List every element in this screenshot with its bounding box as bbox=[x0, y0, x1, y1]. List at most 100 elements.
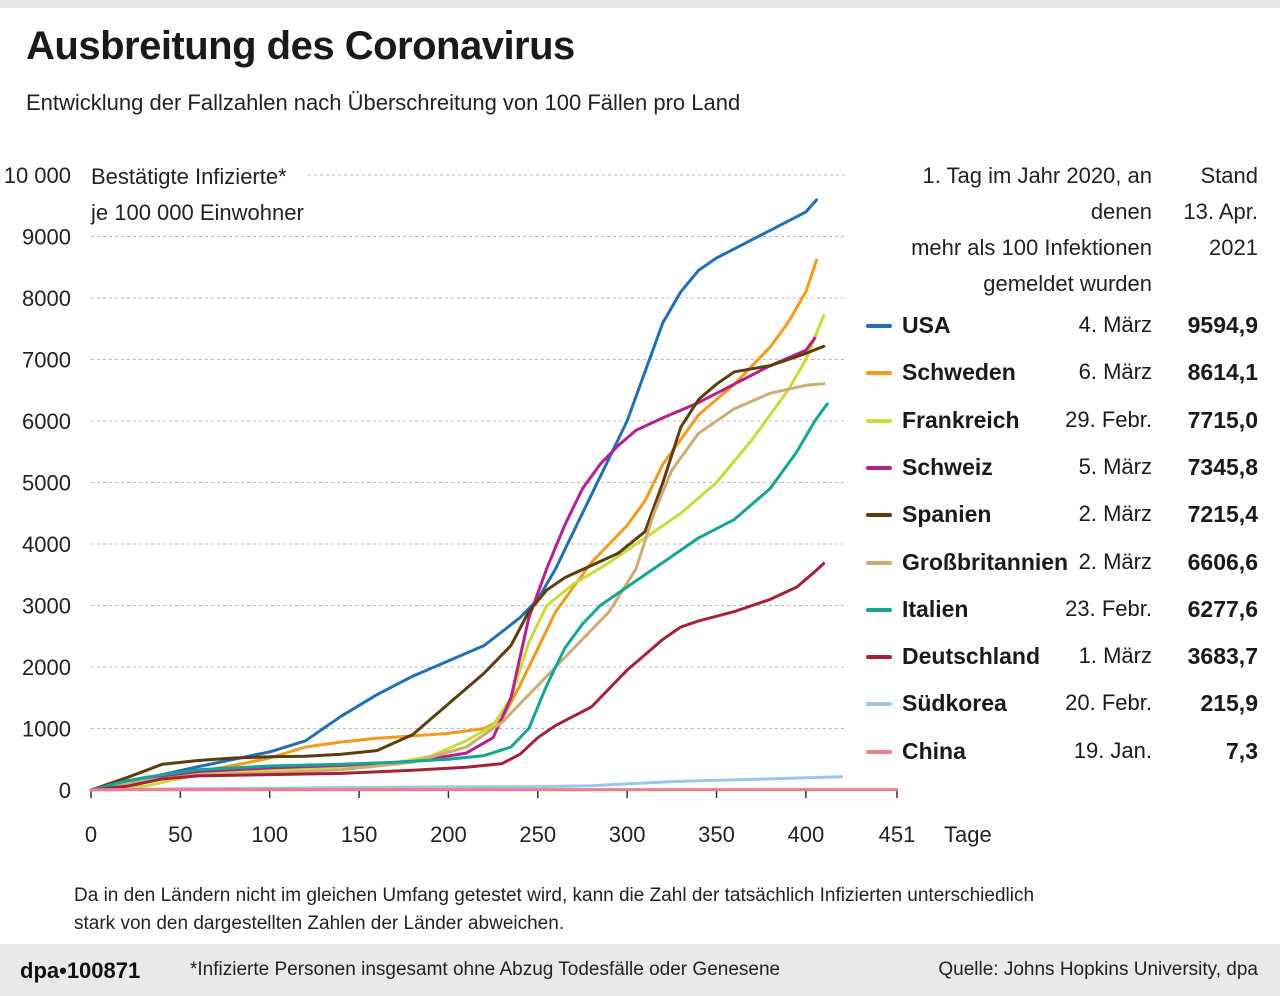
x-tick-label: 350 bbox=[698, 822, 735, 847]
legend-value: 8614,1 bbox=[1187, 359, 1258, 386]
legend-swatch bbox=[866, 702, 892, 707]
legend-first-day: 23. Febr. bbox=[1065, 595, 1152, 621]
legend-value: 7715,0 bbox=[1187, 406, 1258, 433]
legend-header-date-line: 1. Tag im Jahr 2020, an denen bbox=[922, 163, 1152, 224]
legend-value: 7215,4 bbox=[1187, 501, 1258, 528]
note-text: Da in den Ländern nicht im gleichen Umfa… bbox=[74, 885, 1035, 934]
legend-country-name: Schweden bbox=[902, 359, 1016, 386]
legend-first-day: 29. Febr. bbox=[1065, 406, 1152, 432]
x-tick-label: 250 bbox=[519, 822, 556, 847]
legend-header-date: 1. Tag im Jahr 2020, an denen mehr als 1… bbox=[862, 158, 1152, 302]
legend-header-value-line: 13. Apr. bbox=[1183, 199, 1258, 224]
series-line-spanien bbox=[89, 344, 826, 792]
legend-swatch bbox=[866, 465, 892, 470]
legend-swatch bbox=[866, 324, 892, 328]
legend-country-name: Italien bbox=[902, 595, 969, 622]
x-tick-label: 300 bbox=[609, 822, 646, 847]
legend-swatch bbox=[866, 513, 892, 518]
legend-country-name: USA bbox=[902, 312, 951, 338]
legend-item: China 19. Jan. 7,3 bbox=[862, 734, 1262, 770]
legend-value: 7,3 bbox=[1226, 737, 1258, 764]
y-tick-label: 7000 bbox=[22, 348, 71, 373]
y-tick-label: 1000 bbox=[22, 717, 71, 742]
legend-swatch bbox=[866, 371, 892, 376]
legend-header-value: Stand 13. Apr. 2021 bbox=[1183, 158, 1258, 266]
series-line-usa bbox=[89, 198, 819, 792]
legend-swatch bbox=[866, 607, 892, 612]
legend-first-day: 1. März bbox=[1078, 643, 1152, 669]
x-tick-label: 50 bbox=[168, 822, 192, 847]
line-chart: 010002000300040005000600070008000900010 … bbox=[4, 163, 992, 847]
y-tick-label: 6000 bbox=[22, 409, 71, 434]
legend-first-day: 19. Jan. bbox=[1073, 737, 1152, 763]
legend-item: Italien 23. Febr. 6277,6 bbox=[862, 592, 1262, 628]
legend-item: Südkorea 20. Febr. 215,9 bbox=[862, 686, 1262, 722]
y-axis-label: Bestätigte Infizierte* je 100 000 Einwohn… bbox=[90, 164, 304, 225]
legend-item: Großbritannien 2. März 6606,6 bbox=[862, 545, 1262, 581]
top-strip bbox=[0, 0, 1280, 8]
legend-first-day: 4. März bbox=[1078, 312, 1152, 337]
chart-gridlines bbox=[91, 174, 845, 729]
series-line-grossbritannien bbox=[89, 382, 826, 792]
y-axis-label-line: Bestätigte Infizierte* bbox=[91, 164, 287, 189]
x-axis: 0 50 100 150 200 250 300 350 400 451 Tage bbox=[85, 789, 992, 847]
y-tick-label: 9000 bbox=[22, 225, 71, 250]
legend-item: Spanien 2. März 7215,4 bbox=[862, 497, 1262, 533]
x-tick-label: 400 bbox=[787, 822, 824, 847]
legend-first-day: 2. März bbox=[1078, 548, 1152, 574]
legend-header-date-line: gemeldet wurden bbox=[983, 271, 1152, 296]
y-tick-label: 3000 bbox=[22, 594, 71, 619]
y-axis: 0 1000 2000 3000 4000 5000 6000 7000 8000 9000 10 … bbox=[4, 163, 71, 803]
y-tick-label: 4000 bbox=[22, 532, 71, 557]
legend-value: 6277,6 bbox=[1187, 595, 1258, 622]
y-axis-label-line: je 100 000 Einwohner bbox=[90, 200, 304, 225]
legend-header-value-line: 2021 bbox=[1209, 235, 1258, 260]
series-line-suedkorea bbox=[89, 775, 844, 792]
x-axis-label: Tage bbox=[944, 822, 992, 847]
series-line-schweden bbox=[89, 258, 819, 792]
legend-swatch bbox=[866, 560, 892, 565]
legend-country-name: Frankreich bbox=[902, 406, 1020, 433]
legend-header-date-line: mehr als 100 Infektionen bbox=[911, 235, 1152, 260]
legend-value: 215,9 bbox=[1200, 690, 1258, 717]
y-tick-label: 10 000 bbox=[4, 163, 71, 188]
y-tick-label: 8000 bbox=[22, 286, 71, 311]
y-tick-label: 0 bbox=[59, 778, 71, 803]
legend-item: Frankreich 29. Febr. 7715,0 bbox=[862, 403, 1262, 439]
legend-value: 6606,6 bbox=[1187, 548, 1258, 575]
legend-country-name: Südkorea bbox=[902, 690, 1007, 717]
footer: dpa•100871 *Infizierte Personen insgesam… bbox=[0, 944, 1280, 996]
legend-country-name: Spanien bbox=[902, 501, 992, 528]
y-tick-label: 5000 bbox=[22, 471, 71, 496]
x-tick-label: 200 bbox=[430, 822, 467, 847]
legend-item: Schweiz 5. März 7345,8 bbox=[862, 450, 1262, 486]
legend-country-name: China bbox=[902, 737, 966, 764]
legend-swatch bbox=[866, 749, 892, 754]
x-tick-label: 150 bbox=[341, 822, 378, 847]
series-line-schweiz bbox=[89, 336, 817, 792]
legend-first-day: 2. März bbox=[1078, 501, 1152, 527]
chart-series bbox=[89, 198, 899, 792]
page-subtitle: Entwicklung der Fallzahlen nach Überschr… bbox=[26, 90, 741, 115]
x-tick-label: 451 bbox=[879, 822, 916, 847]
page-title: Ausbreitung des Coronavirus bbox=[26, 24, 575, 68]
legend-item: Deutschland 1. März 3683,7 bbox=[862, 639, 1262, 675]
footnote: *Infizierte Personen insgesamt ohne Abzu… bbox=[190, 959, 781, 980]
legend-header-value-line: Stand bbox=[1200, 163, 1259, 188]
series-line-deutschland bbox=[89, 562, 826, 792]
legend-country-name: Deutschland bbox=[902, 643, 1041, 670]
legend-country-name: Großbritannien bbox=[902, 548, 1069, 575]
source-credit: Quelle: Johns Hopkins University, dpa bbox=[938, 959, 1258, 980]
legend-first-day: 6. März bbox=[1078, 359, 1152, 385]
x-tick-label: 100 bbox=[251, 822, 288, 847]
series-line-italien bbox=[89, 402, 829, 792]
legend-item: USA 4. März 9594,9 bbox=[862, 308, 1262, 344]
legend-swatch bbox=[866, 418, 892, 423]
legend-first-day: 20. Febr. bbox=[1065, 690, 1152, 716]
legend-swatch bbox=[866, 655, 892, 660]
legend-value: 3683,7 bbox=[1187, 643, 1258, 670]
legend-item: Schweden 6. März 8614,1 bbox=[862, 355, 1262, 391]
dpa-logo: dpa•100871 bbox=[20, 958, 141, 983]
legend-country-name: Schweiz bbox=[902, 453, 993, 480]
x-tick-label: 0 bbox=[85, 822, 97, 847]
